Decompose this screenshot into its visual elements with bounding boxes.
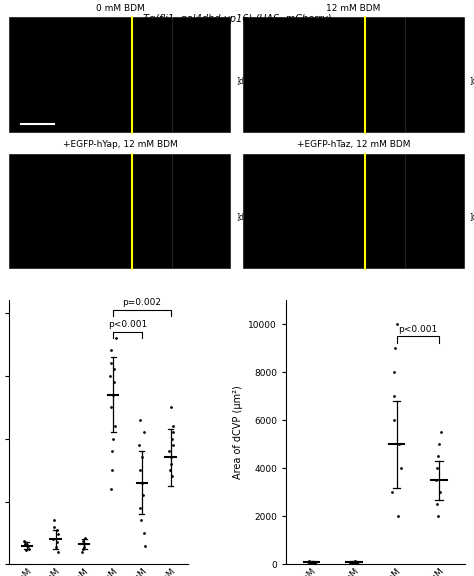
Point: [390, 416, 398, 425]
Point: [110, 377, 118, 386]
Point: [108, 403, 115, 412]
Point: [54, 525, 61, 535]
Point: [107, 346, 114, 355]
Point: [109, 446, 116, 456]
Point: [109, 390, 117, 399]
Text: Tg(fli1: gal4dbd-vp16);(UAS: mCherry): Tg(fli1: gal4dbd-vp16);(UAS: mCherry): [143, 14, 331, 24]
Point: [169, 427, 177, 437]
Point: [54, 547, 62, 556]
Point: [136, 465, 144, 475]
Point: [309, 557, 316, 566]
Point: [390, 392, 398, 401]
Text: +EGFP-hTaz, 12 mM BDM: +EGFP-hTaz, 12 mM BDM: [297, 140, 410, 149]
Point: [107, 484, 115, 494]
Point: [79, 547, 86, 556]
Point: [138, 453, 146, 462]
Point: [137, 516, 145, 525]
Point: [141, 541, 148, 550]
Point: [168, 472, 175, 481]
Point: [435, 512, 442, 521]
Point: [432, 476, 440, 485]
Point: [138, 478, 146, 487]
Text: ]dCVP: ]dCVP: [236, 76, 259, 85]
Point: [435, 439, 442, 449]
Text: p<0.001: p<0.001: [398, 325, 438, 334]
Text: ]dCVP: ]dCVP: [469, 213, 474, 222]
Point: [397, 464, 404, 473]
Point: [140, 528, 147, 537]
Point: [167, 403, 175, 412]
Point: [307, 559, 314, 568]
Point: [49, 535, 56, 544]
Point: [136, 440, 143, 449]
Point: [346, 558, 354, 567]
Point: [50, 522, 58, 531]
Point: [354, 558, 361, 567]
Point: [21, 539, 28, 548]
Point: [351, 557, 359, 566]
Point: [79, 544, 87, 554]
Point: [140, 427, 148, 437]
Point: [393, 320, 401, 329]
Point: [108, 465, 116, 475]
Point: [24, 540, 31, 550]
Text: p<0.001: p<0.001: [108, 320, 147, 329]
Point: [112, 334, 119, 343]
Point: [311, 558, 319, 567]
Point: [24, 541, 32, 551]
Point: [26, 544, 33, 554]
Point: [167, 459, 174, 468]
Point: [347, 559, 355, 568]
Point: [79, 536, 87, 545]
Point: [165, 446, 173, 456]
Point: [166, 465, 173, 475]
Point: [433, 464, 441, 473]
Point: [434, 452, 442, 461]
Point: [20, 537, 28, 546]
Point: [53, 538, 61, 547]
Text: p=0.002: p=0.002: [122, 298, 161, 308]
Point: [139, 491, 147, 500]
Point: [55, 530, 62, 539]
Point: [136, 503, 143, 513]
Point: [21, 538, 28, 547]
Text: 12 mM BDM: 12 mM BDM: [326, 3, 381, 13]
Point: [390, 367, 398, 377]
Point: [396, 439, 403, 449]
Point: [81, 542, 88, 551]
Y-axis label: Area of dCVP (μm²): Area of dCVP (μm²): [233, 385, 243, 479]
Point: [310, 558, 317, 567]
Point: [50, 516, 57, 525]
Point: [438, 427, 445, 437]
Point: [391, 343, 399, 353]
Point: [169, 422, 177, 431]
Point: [109, 434, 117, 443]
Point: [394, 512, 402, 521]
Point: [52, 542, 60, 551]
Point: [107, 371, 114, 380]
Point: [170, 440, 177, 449]
Point: [108, 358, 115, 367]
Point: [137, 415, 144, 425]
Point: [110, 365, 118, 374]
Point: [389, 488, 396, 497]
Point: [22, 545, 30, 555]
Text: ]dCVP: ]dCVP: [236, 213, 259, 222]
Text: 0 mM BDM: 0 mM BDM: [96, 3, 145, 13]
Text: ]dCVP: ]dCVP: [469, 76, 474, 85]
Text: +EGFP-hYap, 12 mM BDM: +EGFP-hYap, 12 mM BDM: [63, 140, 178, 149]
Point: [167, 453, 175, 462]
Point: [305, 556, 312, 566]
Point: [436, 488, 444, 497]
Point: [168, 434, 176, 443]
Point: [111, 422, 118, 431]
Point: [80, 539, 88, 548]
Point: [433, 500, 441, 509]
Point: [81, 533, 89, 543]
